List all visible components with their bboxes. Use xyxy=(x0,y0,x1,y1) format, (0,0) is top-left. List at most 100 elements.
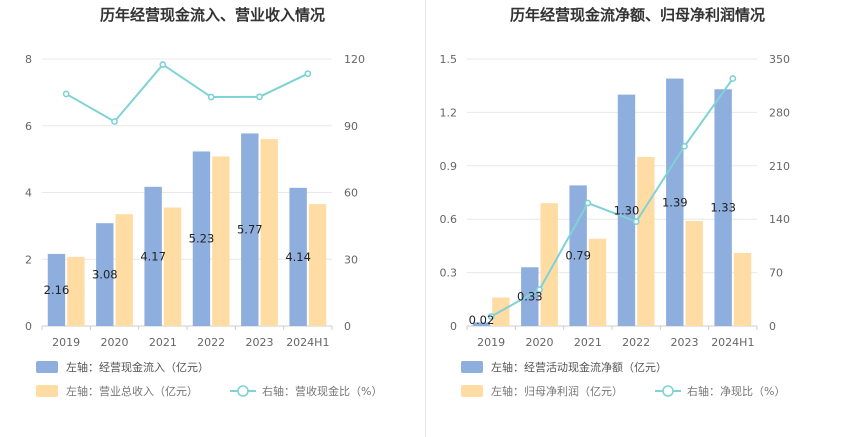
bar-secondary xyxy=(115,214,133,326)
y-left-tick-label: 0.3 xyxy=(440,267,458,280)
legend-label: 右轴：净现比（%） xyxy=(687,384,785,398)
net-cash-profit-chart: 历年经营现金流净额、归母净利润情况 0 0.3 0.6 0.9 1.2 1.5 0 70 140 2… xyxy=(440,6,791,398)
bar-primary xyxy=(714,89,732,326)
x-tick-label: 2023 xyxy=(671,336,699,349)
y-right-tick-label: 0 xyxy=(344,320,351,333)
chart-title: 历年经营现金流净额、归母净利润情况 xyxy=(510,6,765,24)
line-point xyxy=(62,90,70,98)
y-right-tick-label: 280 xyxy=(769,106,790,119)
y-left-tick-label: 4 xyxy=(25,187,32,200)
bar-secondary xyxy=(212,156,230,326)
x-tick-label: 2022 xyxy=(197,336,225,349)
bar-primary xyxy=(289,187,307,326)
series-line xyxy=(65,63,309,123)
bar-primary xyxy=(241,133,259,326)
legend-item[interactable]: 左轴：经营现金流入（亿元） xyxy=(36,360,209,374)
line-point xyxy=(536,286,543,293)
bar-data-label: 0.33 xyxy=(517,290,543,304)
y-left-tick-label: 0 xyxy=(25,320,32,333)
chart-title: 历年经营现金流入、营业收入情况 xyxy=(100,6,325,24)
y-right-tick-label: 210 xyxy=(769,160,790,173)
legend-label: 左轴：经营现金流入（亿元） xyxy=(66,360,209,374)
line-point xyxy=(584,199,592,207)
bar-primary xyxy=(472,322,491,326)
bar-data-label: 5.23 xyxy=(189,232,215,246)
cash-inflow-revenue-chart: 历年经营现金流入、营业收入情况 0 2 4 6 8 0 30 60 90 120 2019 2020 20… xyxy=(25,6,382,398)
y-left-tick-label: 1.5 xyxy=(440,53,458,66)
bar-secondary xyxy=(163,207,182,326)
line-point xyxy=(159,61,167,68)
legend-swatch xyxy=(461,385,483,397)
y-right-tick-label: 120 xyxy=(344,53,365,66)
bar-data-label: 4.14 xyxy=(285,250,311,264)
y-left-tick-label: 0 xyxy=(450,320,457,333)
legend-swatch xyxy=(36,361,58,373)
bar-primary xyxy=(617,94,636,326)
bar-secondary xyxy=(733,253,752,326)
x-tick-label: 2024H1 xyxy=(711,336,754,349)
legend-label: 左轴：营业总收入（亿元） xyxy=(66,384,198,398)
line-point xyxy=(304,70,312,78)
x-tick-label: 2024H1 xyxy=(286,336,329,349)
legend-swatch xyxy=(36,385,58,397)
legend-label: 左轴：经营活动现金流净额（亿元） xyxy=(491,360,667,374)
legend-swatch xyxy=(461,361,483,373)
y-left-tick-label: 0.6 xyxy=(440,213,458,226)
x-tick-label: 2019 xyxy=(52,336,80,349)
series-line xyxy=(490,77,734,318)
legend-marker xyxy=(237,385,249,397)
y-right-tick-label: 0 xyxy=(769,320,776,333)
line-point xyxy=(729,75,737,82)
bar-primary xyxy=(666,78,684,326)
y-right-tick-label: 70 xyxy=(769,267,783,280)
x-tick-label: 2023 xyxy=(246,336,274,349)
bar-primary xyxy=(521,267,539,326)
legend-item[interactable]: 右轴：营收现金比（%） xyxy=(230,384,382,398)
y-right-tick-label: 90 xyxy=(344,120,358,133)
y-left-tick-label: 1.2 xyxy=(440,106,458,119)
bar-secondary xyxy=(540,203,558,326)
legend-marker xyxy=(662,385,674,397)
bar-data-label: 5.77 xyxy=(237,223,263,237)
bar-secondary xyxy=(685,220,703,326)
bar-data-label: 1.30 xyxy=(614,203,640,217)
x-tick-label: 2020 xyxy=(526,336,554,349)
legend-item[interactable]: 左轴：营业总收入（亿元） xyxy=(36,384,198,398)
y-left-tick-label: 2 xyxy=(25,253,32,266)
legend-item[interactable]: 左轴：经营活动现金流净额（亿元） xyxy=(461,360,667,374)
bar-primary xyxy=(47,253,66,326)
bar-secondary xyxy=(260,139,278,326)
bar-primary xyxy=(569,185,587,326)
y-right-tick-label: 60 xyxy=(344,187,358,200)
panel-divider xyxy=(425,0,426,437)
cash-inflow-revenue-panel: 历年经营现金流入、营业收入情况 0 2 4 6 8 0 30 60 90 120 2019 2020 20… xyxy=(25,6,382,398)
bar-data-label: 2.16 xyxy=(44,283,70,297)
legend-label: 左轴：归母净利润（亿元） xyxy=(491,384,623,398)
x-tick-label: 2020 xyxy=(101,336,129,349)
y-left-tick-label: 0.9 xyxy=(440,160,458,173)
legend-item[interactable]: 右轴：净现比（%） xyxy=(655,384,785,398)
bar-secondary xyxy=(637,156,655,326)
x-tick-label: 2022 xyxy=(622,336,650,349)
line-point xyxy=(487,313,495,320)
y-right-tick-label: 350 xyxy=(769,53,790,66)
line-point xyxy=(256,93,263,101)
bar-data-label: 1.39 xyxy=(662,195,688,209)
y-left-tick-label: 8 xyxy=(25,53,32,66)
legend-label: 右轴：营收现金比（%） xyxy=(262,384,382,398)
bar-data-label: 3.08 xyxy=(92,268,118,282)
line-point xyxy=(681,142,688,150)
x-tick-label: 2021 xyxy=(574,336,602,349)
y-right-tick-label: 30 xyxy=(344,253,358,266)
line-point xyxy=(632,218,640,226)
y-right-tick-label: 140 xyxy=(769,213,790,226)
legend-item[interactable]: 左轴：归母净利润（亿元） xyxy=(461,384,623,398)
x-tick-label: 2021 xyxy=(149,336,177,349)
net-cash-profit-panel: 历年经营现金流净额、归母净利润情况 0 0.3 0.6 0.9 1.2 1.5 0 70 140 2… xyxy=(425,0,850,437)
bar-secondary xyxy=(308,204,327,326)
bar-data-label: 4.17 xyxy=(140,249,166,263)
line-point xyxy=(207,93,215,101)
bar-secondary xyxy=(588,238,607,326)
x-tick-label: 2019 xyxy=(477,336,505,349)
